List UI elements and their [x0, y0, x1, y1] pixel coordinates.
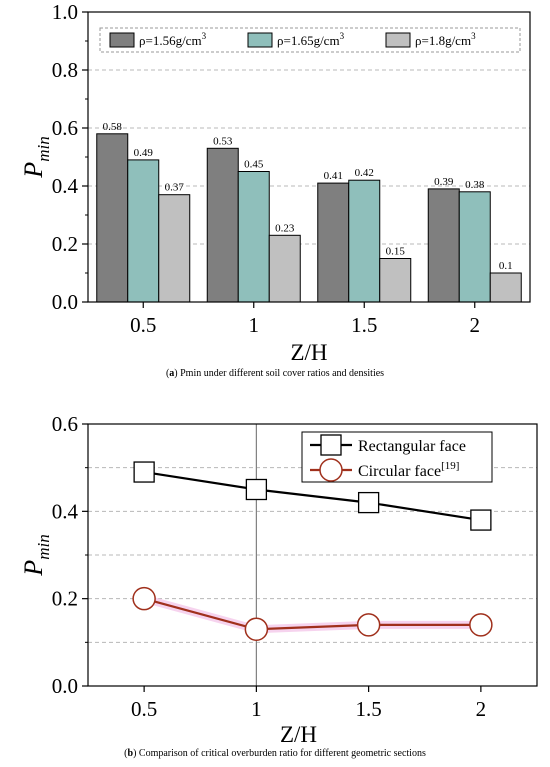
y-tick-label: 0.2: [52, 587, 78, 611]
x-tick-label: 2: [470, 313, 481, 337]
y-tick-label: 0.2: [52, 232, 78, 256]
bar: [348, 179, 381, 303]
y-tick-label: 0.4: [52, 174, 79, 198]
bar: [427, 188, 460, 303]
legend-label: ρ=1.56g/cm3: [139, 31, 207, 48]
caption-a: (a) Pmin under different soil cover rati…: [166, 368, 384, 379]
legend-marker: [319, 458, 343, 482]
legend-swatch: [247, 32, 273, 48]
y-tick-label: 0.8: [52, 58, 78, 82]
bar: [379, 258, 412, 303]
data-label: 0.58: [103, 121, 123, 133]
data-point: [470, 509, 492, 531]
legend-label: ρ=1.8g/cm3: [415, 31, 476, 48]
series-line: [143, 470, 482, 522]
x-tick-label: 1.5: [356, 697, 382, 721]
x-tick-label: 1.5: [351, 313, 377, 337]
data-label: 0.45: [244, 159, 264, 171]
x-tick-label: 0.5: [131, 697, 157, 721]
x-tick-label: 2: [476, 697, 487, 721]
data-point: [357, 491, 380, 514]
data-label: 0.41: [324, 170, 343, 182]
line-chart-b: 0.0 0.2 0.4 0.6 0.5 1 1.5 2 Z/H Pmin Rectangular f…: [19, 412, 538, 759]
x-tick-label: 0.5: [130, 313, 156, 337]
bar: [268, 234, 301, 303]
data-label: 0.37: [165, 182, 185, 194]
caption-b: (b) Comparison of critical overburden ra…: [124, 748, 426, 759]
x-tick-label: 1: [249, 313, 260, 337]
data-point: [133, 461, 155, 483]
bar: [127, 159, 160, 303]
data-label: 0.53: [213, 135, 233, 147]
series-line: [143, 597, 481, 631]
y-tick-label: 1.0: [52, 0, 78, 24]
legend-label: Rectangular face: [358, 438, 466, 455]
data-point: [132, 586, 156, 611]
legend-swatch: [109, 32, 135, 48]
bar: [317, 182, 350, 303]
legend-marker: [320, 434, 342, 456]
legend-label: ρ=1.65g/cm3: [277, 31, 345, 48]
x-axis-label: Z/H: [280, 722, 317, 747]
bar: [158, 194, 191, 303]
y-tick-label: 0.4: [52, 499, 79, 523]
x-tick-label: 1: [251, 697, 262, 721]
data-label: 0.42: [355, 167, 374, 179]
x-axis-label: Z/H: [290, 340, 327, 365]
y-tick-label: 0.0: [52, 290, 78, 314]
data-label: 0.23: [275, 222, 295, 234]
data-label: 0.38: [465, 179, 485, 191]
bar-chart-a: 0.580.530.41 0.390.490.450.420.380.370.23…: [19, 0, 531, 379]
legend-label: Circular face[19]: [358, 460, 459, 480]
y-tick-label: 0.0: [52, 674, 78, 698]
data-label: 0.1: [499, 260, 513, 272]
data-point: [469, 613, 493, 637]
data-label: 0.39: [434, 176, 454, 188]
data-point: [244, 617, 269, 641]
y-axis-label: Pmin: [19, 534, 53, 576]
bar: [458, 191, 491, 303]
legend-box: [99, 27, 521, 53]
legend-swatch: [385, 32, 411, 48]
data-label: 0.49: [134, 147, 154, 159]
bar: [206, 147, 239, 303]
data-label: 0.15: [386, 246, 406, 258]
y-axis-label: Pmin: [19, 136, 53, 178]
data-point: [245, 478, 268, 501]
y-tick-label: 0.6: [52, 412, 78, 436]
bar: [237, 171, 270, 303]
bar: [489, 272, 522, 303]
bar: [96, 133, 129, 303]
data-point: [356, 613, 381, 637]
y-tick-label: 0.6: [52, 116, 78, 140]
